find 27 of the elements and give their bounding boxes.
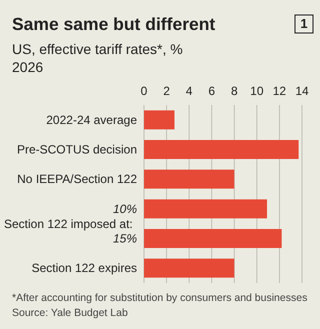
y-tick-label: Pre-SCOTUS decision — [16, 142, 137, 156]
y-tick-label: No IEEPA/Section 122 — [17, 172, 138, 186]
chart-subtitle: US, effective tariff rates*, % — [12, 41, 183, 57]
x-tick-label: 14 — [295, 84, 309, 98]
x-tick-label: 12 — [272, 84, 286, 98]
y-tick-label: 15% — [112, 232, 138, 246]
y-tick-label: 2022-24 average — [46, 112, 138, 127]
text: Section 122 imposed at: — [4, 216, 133, 231]
x-tick-label: 8 — [230, 84, 238, 98]
x-tick-label: 4 — [186, 84, 193, 98]
x-tick-label: 6 — [208, 84, 216, 98]
y-tick-label: 10% — [112, 202, 138, 216]
x-tick-label: 2 — [163, 84, 170, 98]
x-tick-label: 0 — [140, 84, 148, 98]
source-note: Source: Yale Budget Lab — [12, 307, 128, 319]
y-tick-label: Section 122 expires — [32, 261, 137, 276]
x-tick-label: 10 — [250, 84, 264, 98]
chart-title: Same same but different — [12, 14, 216, 34]
bar — [144, 110, 174, 130]
bar — [144, 258, 234, 278]
bar — [144, 199, 268, 218]
text: *After accounting for substitution by consumers and businesses — [12, 292, 308, 304]
x-axis-title: 2026 — [12, 59, 44, 75]
bar — [144, 170, 234, 189]
bar — [144, 140, 299, 159]
bar — [144, 229, 282, 248]
text: 1 — [300, 16, 308, 31]
